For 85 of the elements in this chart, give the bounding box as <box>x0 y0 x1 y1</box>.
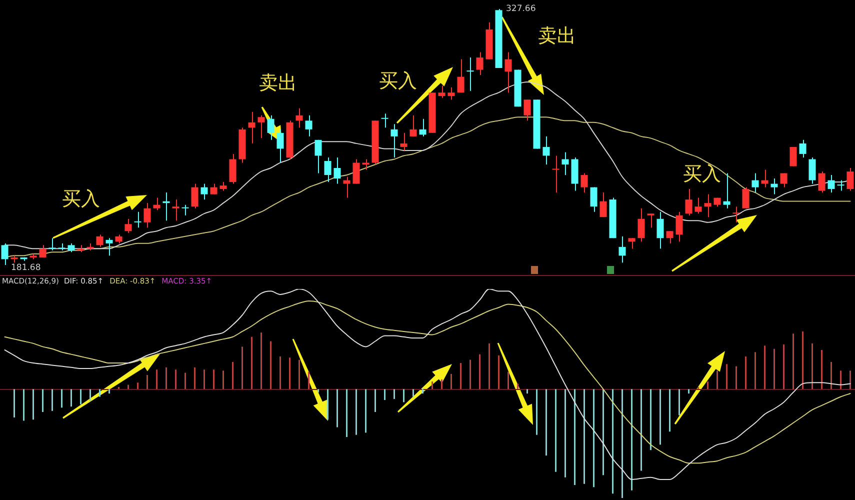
candlestick <box>352 158 360 184</box>
candlestick <box>514 69 522 108</box>
candlestick <box>106 238 113 256</box>
annotation: 买入 <box>683 162 721 185</box>
candlestick <box>390 124 398 158</box>
candlestick <box>808 156 816 184</box>
candlestick <box>742 186 750 209</box>
candlestick <box>495 8 502 69</box>
candlestick <box>609 197 616 239</box>
candlestick <box>428 92 436 134</box>
candlestick <box>666 230 674 244</box>
candlestick <box>314 139 322 174</box>
candlestick <box>552 155 560 194</box>
candlestick <box>410 114 417 137</box>
candlestick <box>761 169 768 188</box>
candlestick <box>780 172 788 188</box>
candlestick <box>134 211 142 228</box>
candlestick <box>476 52 484 76</box>
annotation: 卖出 <box>538 24 576 47</box>
candlestick <box>153 197 160 211</box>
candlestick <box>647 213 654 228</box>
candlestick <box>790 146 797 167</box>
candlestick <box>400 132 408 151</box>
candlestick <box>182 204 189 216</box>
candlestick <box>324 156 332 183</box>
candlestick <box>628 238 636 250</box>
candlestick <box>210 183 218 195</box>
candlestick <box>276 128 284 164</box>
candlestick <box>1 242 8 266</box>
candlestick <box>267 114 274 140</box>
candlestick <box>685 188 692 216</box>
annotation: 327.66 <box>506 4 536 14</box>
candlestick <box>77 244 84 253</box>
candlestick <box>381 113 388 128</box>
candlestick <box>638 208 645 242</box>
candlestick <box>229 153 236 184</box>
candlestick <box>362 158 370 170</box>
candlestick <box>818 170 826 194</box>
annotation: 买入 <box>62 188 100 210</box>
candlestick <box>600 192 607 218</box>
candlestick <box>258 114 265 139</box>
annotation: 181.68 <box>11 263 41 274</box>
candlestick <box>191 183 198 209</box>
candlestick <box>466 57 474 92</box>
candlestick <box>732 206 740 223</box>
candlestick <box>172 199 180 222</box>
candlestick <box>286 120 294 160</box>
candlestick <box>580 172 588 194</box>
candlestick <box>343 176 350 198</box>
candlestick <box>486 22 493 60</box>
annotation: 买入 <box>379 70 417 92</box>
candlestick <box>305 114 312 137</box>
candlestick <box>438 85 446 98</box>
candlestick <box>372 120 379 165</box>
candlestick <box>752 172 759 194</box>
candlestick <box>704 194 712 218</box>
candlestick <box>799 139 806 158</box>
candlestick <box>58 242 66 251</box>
candlestick <box>533 99 540 150</box>
candlestick <box>562 152 569 176</box>
annotation: 卖出 <box>259 72 297 94</box>
candlestick <box>48 238 56 251</box>
candlestick <box>334 156 341 184</box>
candlestick <box>220 182 227 192</box>
candlestick <box>39 244 46 258</box>
candlestick <box>448 86 455 100</box>
candlestick <box>676 211 683 242</box>
candlestick <box>524 99 531 122</box>
candlestick <box>837 180 844 192</box>
candlestick <box>124 218 132 234</box>
candlestick <box>723 172 730 209</box>
candlestick <box>238 127 246 164</box>
candlestick <box>656 211 664 250</box>
candlestick <box>144 202 151 228</box>
candlestick <box>846 167 854 192</box>
candlestick <box>30 253 37 260</box>
candlestick <box>68 242 75 253</box>
candlestick <box>714 197 721 208</box>
candlestick <box>200 183 208 200</box>
candlestick <box>571 156 578 192</box>
candlestick <box>770 178 778 195</box>
candlestick <box>590 186 598 212</box>
candlestick <box>457 58 464 94</box>
candlestick <box>504 52 512 94</box>
candlestick <box>694 197 702 214</box>
